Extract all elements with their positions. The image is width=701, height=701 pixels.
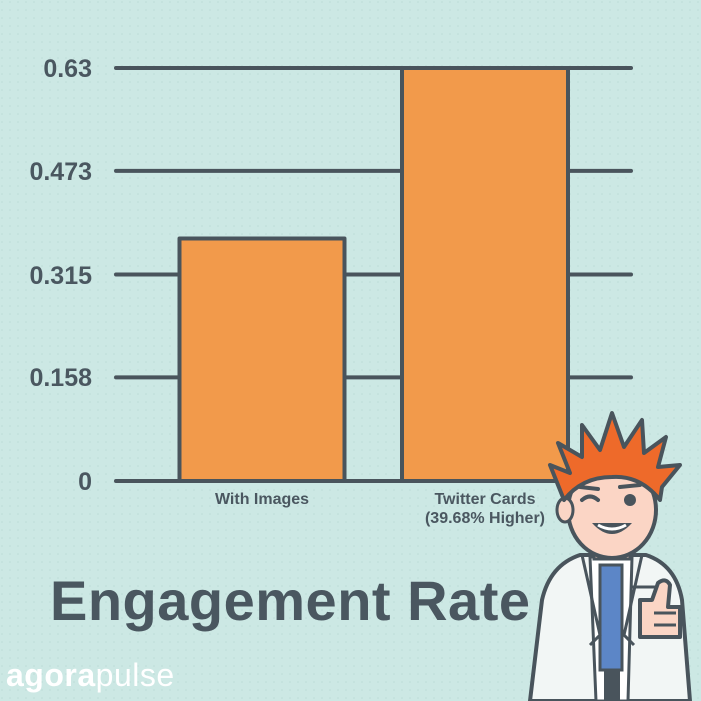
y-tick-label: 0.315 — [29, 261, 92, 290]
logo-text-light: pulse — [95, 657, 175, 693]
x-tick-label: Twitter Cards (39.68% Higher) — [424, 491, 546, 527]
y-tick-label: 0.473 — [29, 157, 92, 186]
mascot-illustration — [528, 411, 692, 701]
bar — [400, 66, 570, 483]
logo-text-bold: agora — [6, 657, 96, 693]
x-tick-label: With Images — [214, 491, 310, 508]
bar — [177, 236, 347, 483]
bars — [177, 66, 570, 483]
y-tick-label: 0 — [78, 468, 92, 496]
y-tick-label: 0.158 — [29, 364, 92, 393]
brand-logo: agorapulse — [6, 657, 175, 694]
chart-title: Engagement Rate — [50, 569, 531, 632]
y-tick-label: 0.63 — [43, 55, 92, 83]
